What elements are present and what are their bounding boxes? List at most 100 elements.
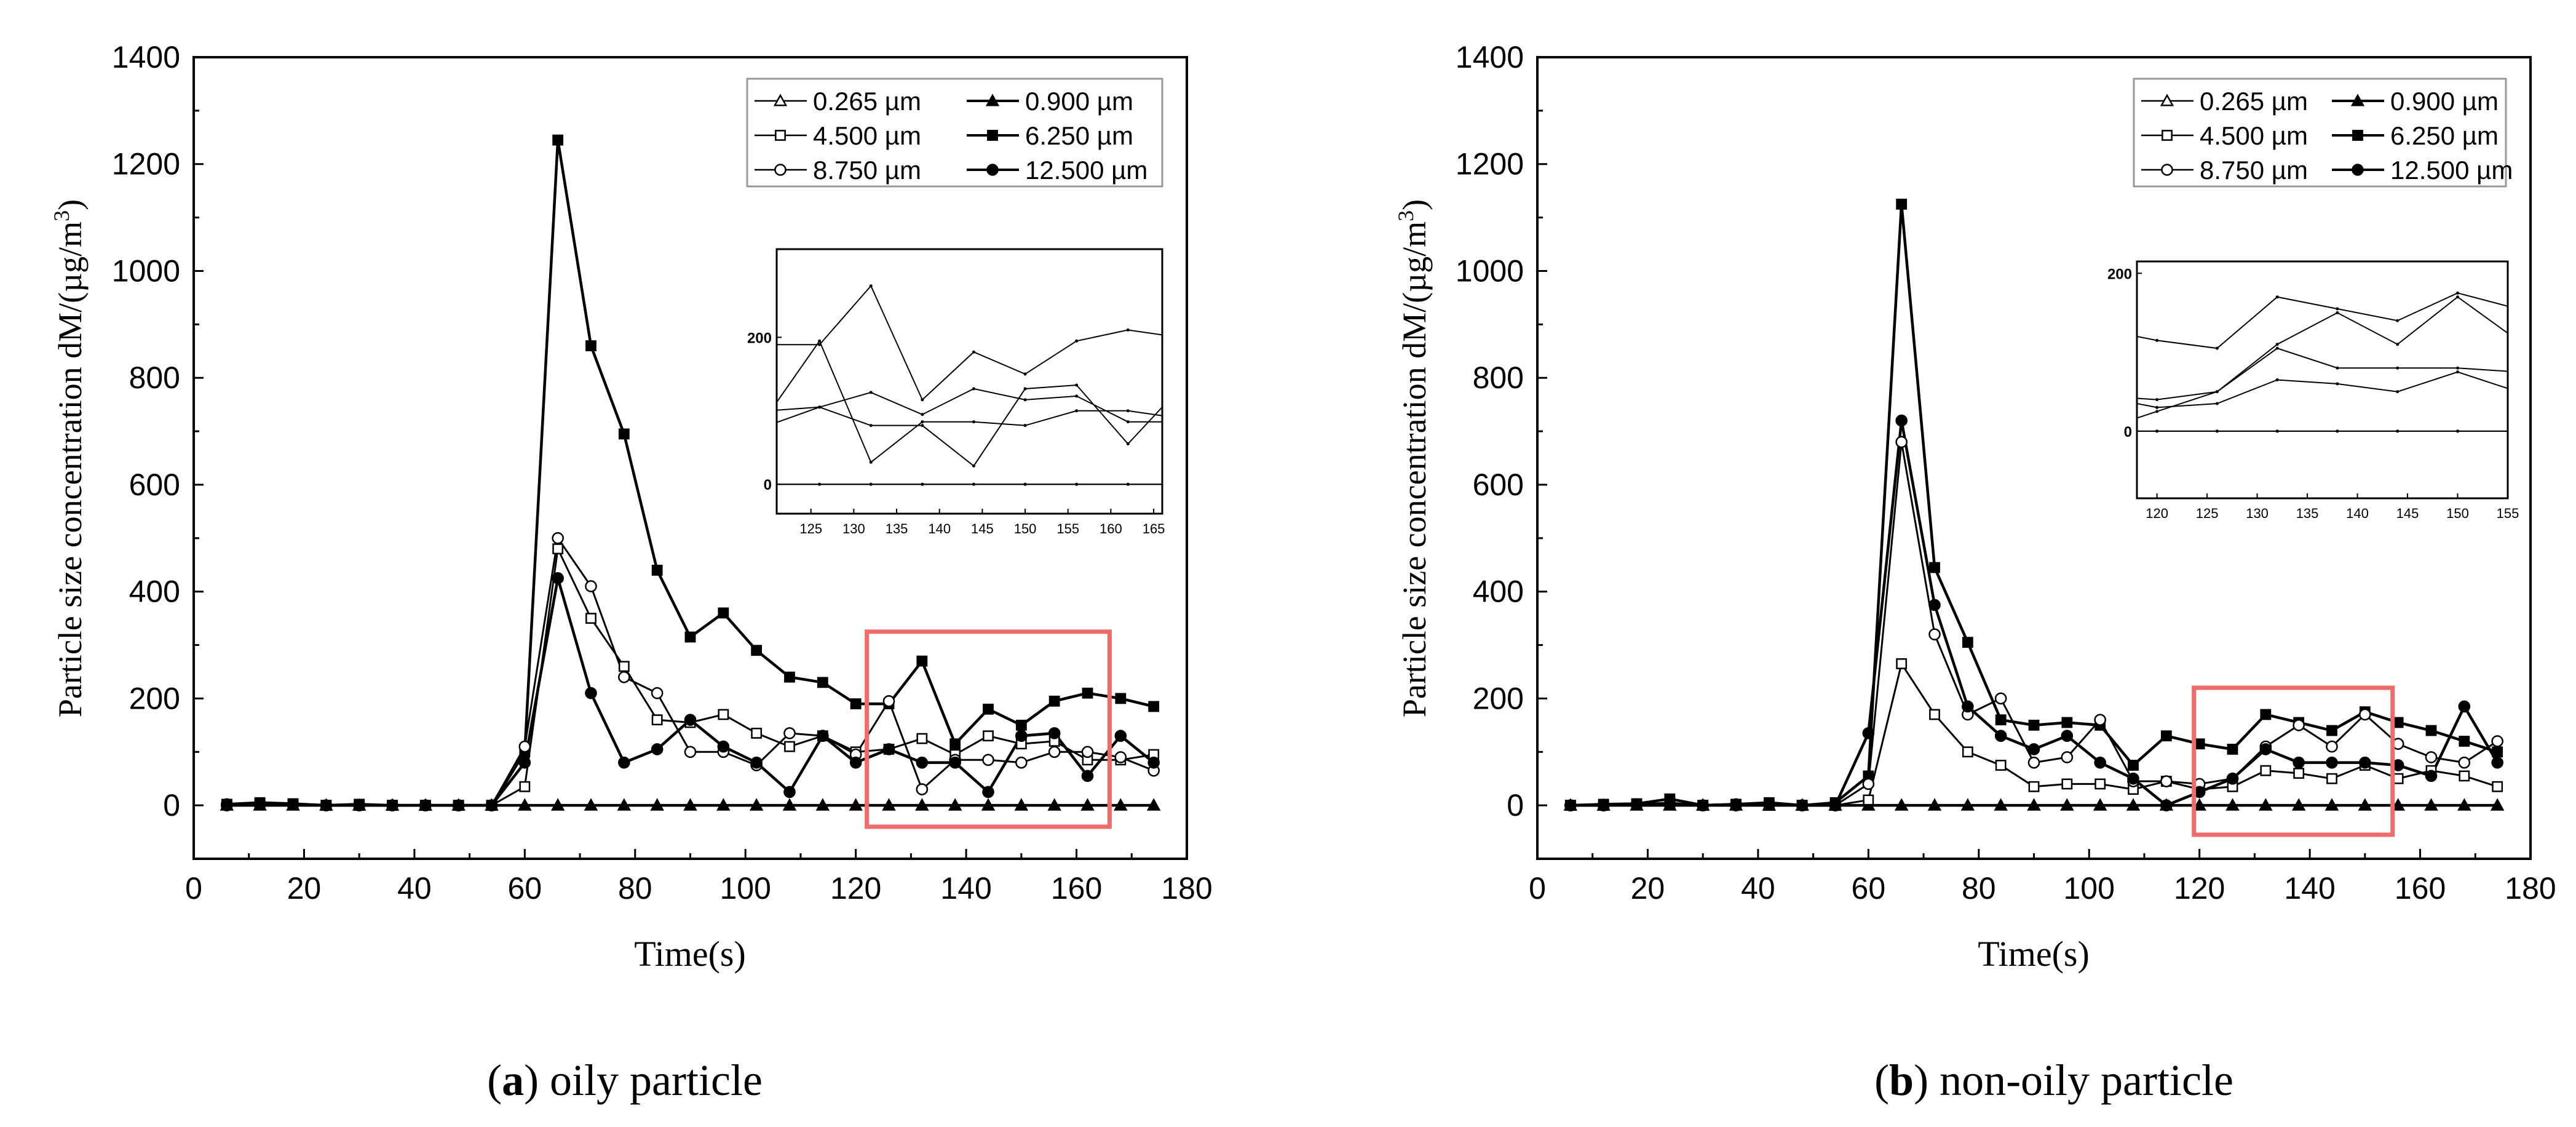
data-point <box>584 798 598 811</box>
inset-data-point <box>2215 402 2219 405</box>
inset-data-point <box>1075 409 1079 413</box>
data-point <box>1147 756 1160 769</box>
inset-series-line <box>2137 348 2508 419</box>
inset-data-point <box>818 339 822 343</box>
data-point <box>783 727 796 739</box>
data-point <box>618 428 630 440</box>
data-point <box>2225 798 2240 811</box>
panel-a-plot-frame <box>192 56 1188 860</box>
inset-data-point <box>1023 482 1027 486</box>
inset-x-tick-label: 150 <box>2446 506 2469 521</box>
inset-series-line <box>2137 292 2508 349</box>
x-tick-label: 160 <box>1051 871 1102 906</box>
data-point <box>2192 798 2206 811</box>
inset-series-line <box>2137 296 2508 400</box>
data-point <box>1929 562 1940 573</box>
x-tick-label: 100 <box>720 871 771 906</box>
legend-marker <box>985 94 1000 106</box>
inset-series-line <box>2137 371 2508 408</box>
inset-data-point <box>2215 429 2219 433</box>
data-point <box>817 677 828 688</box>
data-point <box>684 746 697 759</box>
data-point <box>1763 798 1775 811</box>
panel-a-x-axis-label: Time(s) <box>634 934 746 974</box>
panel-a-legend: 0.265 µm 0.900 µm 4.500 µm 6.250 µm 8.750 µm… <box>746 78 1163 188</box>
legend-label: 0.900 µm <box>2390 87 2499 116</box>
data-point <box>1114 751 1127 763</box>
inset-data-point <box>2396 390 2400 394</box>
data-point <box>1895 436 1908 448</box>
data-point <box>983 730 994 742</box>
data-point <box>1994 692 2007 705</box>
inset-data-point <box>2155 398 2159 402</box>
inset-x-tick-label: 155 <box>1056 521 1079 536</box>
panel-b-inset-series <box>2137 291 2508 433</box>
data-point <box>1114 798 1128 811</box>
data-point <box>585 613 596 624</box>
data-point <box>983 703 994 715</box>
inset-data-point <box>1023 398 1027 402</box>
data-point <box>2028 781 2040 792</box>
inset-y-tick-label: 200 <box>2107 266 2132 282</box>
inset-data-point <box>2456 295 2460 299</box>
inset-data-point <box>921 482 924 486</box>
panel-a-zoom-highlight-box <box>865 629 1112 829</box>
inset-x-tick-label: 150 <box>1014 521 1037 536</box>
inset-data-point <box>2215 346 2219 350</box>
data-point <box>651 743 664 755</box>
inset-data-point <box>921 424 924 428</box>
data-point <box>1928 599 1941 611</box>
data-point <box>1082 687 1093 699</box>
data-point <box>1960 798 1975 811</box>
data-point <box>2458 700 2471 713</box>
data-point <box>2292 798 2306 811</box>
data-point <box>782 798 797 811</box>
data-point <box>2491 798 2505 811</box>
inset-data-point <box>2336 382 2339 386</box>
panel-b-zoom-highlight-box <box>2192 685 2395 837</box>
x-tick-label: 180 <box>1161 871 1212 906</box>
data-point <box>2028 719 2040 731</box>
data-point <box>751 645 763 656</box>
x-tick-label: 80 <box>1962 871 1996 906</box>
inset-data-point <box>1126 482 1130 486</box>
panel-a-y-axis-label: Particle size concentration dM/(µg/m3) <box>49 199 89 717</box>
legend-label: 12.500 µm <box>2390 156 2513 185</box>
data-point <box>221 799 233 811</box>
inset-data-point <box>2215 390 2219 394</box>
inset-data-point <box>2275 343 2279 346</box>
data-point <box>2459 770 2470 782</box>
data-point <box>784 671 795 683</box>
data-point <box>1994 798 2008 811</box>
data-point <box>2094 756 2106 769</box>
inset-x-tick-label: 135 <box>2296 506 2319 521</box>
panel-b-caption: (b) non-oily particle <box>1874 1056 2233 1105</box>
data-point <box>1862 778 1875 790</box>
data-point <box>916 733 928 744</box>
data-point <box>1895 414 1908 427</box>
panel-b-inset-ticks: 120 125 130 135 140 145 150 155 0 200 <box>2107 266 2519 521</box>
x-tick-label: 40 <box>1741 871 1775 906</box>
data-point <box>1929 709 1940 720</box>
legend-label: 0.265 µm <box>813 87 921 116</box>
data-point <box>1114 730 1127 743</box>
y-tick-label: 1200 <box>1456 147 1524 181</box>
data-point <box>1962 637 1973 648</box>
data-point <box>1862 727 1875 739</box>
data-point <box>552 543 564 555</box>
inset-x-tick-label: 145 <box>971 521 994 536</box>
data-point <box>1147 798 1161 811</box>
panel-a-series <box>220 134 1161 811</box>
data-point <box>882 695 895 707</box>
inset-data-point <box>972 482 975 486</box>
data-point <box>2061 730 2074 743</box>
data-point <box>1047 798 1061 811</box>
legend-marker <box>2161 164 2173 176</box>
data-point <box>2061 751 2074 763</box>
inset-data-point <box>972 464 975 468</box>
data-point <box>353 799 365 811</box>
inset-data-point <box>2275 378 2279 381</box>
inset-plot-area <box>2137 291 2508 433</box>
legend-label: 12.500 µm <box>1025 156 1147 185</box>
